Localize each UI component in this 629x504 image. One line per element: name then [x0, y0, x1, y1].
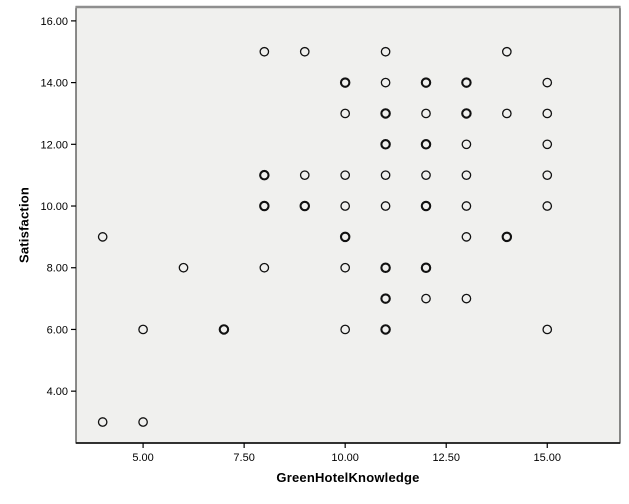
- data-point: [380, 77, 391, 88]
- y-tick-label: 6.00: [47, 324, 68, 336]
- data-point: [420, 262, 432, 273]
- data-point: [421, 108, 431, 119]
- data-point: [461, 201, 472, 211]
- data-point: [339, 77, 351, 88]
- data-point: [461, 139, 472, 150]
- plot-area-frame: [75, 6, 621, 444]
- data-point: [299, 200, 311, 212]
- data-point: [340, 262, 351, 273]
- data-point: [380, 108, 391, 119]
- data-point: [542, 201, 553, 211]
- data-point: [259, 200, 270, 212]
- data-point: [380, 139, 391, 150]
- y-tick-label: 4.00: [47, 386, 68, 398]
- data-point: [380, 170, 391, 181]
- y-tick-label: 12.00: [40, 139, 68, 151]
- x-tick-label: 12.50: [432, 452, 460, 464]
- data-point: [542, 324, 553, 335]
- data-point: [259, 46, 270, 57]
- data-point: [380, 46, 391, 57]
- data-point: [420, 77, 432, 88]
- data-point: [340, 201, 351, 211]
- x-tick-label: 5.00: [132, 452, 153, 464]
- data-point: [420, 200, 432, 212]
- data-point: [542, 108, 553, 119]
- data-point: [340, 170, 351, 181]
- data-point: [380, 324, 391, 335]
- y-tick-label: 14.00: [40, 78, 68, 90]
- data-point: [421, 293, 431, 304]
- data-point: [97, 417, 108, 427]
- x-tick-label: 15.00: [533, 452, 561, 464]
- data-point: [380, 201, 391, 211]
- data-point: [501, 108, 512, 119]
- data-point: [501, 231, 513, 243]
- y-axis-title: Satisfaction: [16, 186, 32, 264]
- data-point: [461, 77, 472, 88]
- data-point: [461, 232, 472, 242]
- x-axis-title: GreenHotelKnowledge: [276, 470, 420, 485]
- data-point: [340, 108, 351, 119]
- data-point: [299, 46, 310, 57]
- data-point: [421, 170, 431, 181]
- data-point: [542, 139, 553, 150]
- y-tick-label: 16.00: [40, 16, 68, 28]
- data-point: [299, 170, 310, 181]
- data-point: [501, 46, 512, 57]
- y-tick-label: 10.00: [40, 201, 68, 213]
- data-point: [461, 293, 472, 304]
- data-point: [420, 139, 432, 150]
- data-point: [380, 262, 391, 273]
- x-tick-label: 10.00: [331, 452, 359, 464]
- data-point: [138, 324, 148, 335]
- data-point: [542, 170, 553, 181]
- data-point: [339, 231, 351, 243]
- data-point: [380, 293, 391, 304]
- data-point: [461, 108, 472, 119]
- data-point: [138, 417, 148, 427]
- data-point: [461, 170, 472, 181]
- data-point: [259, 262, 270, 273]
- data-point: [218, 324, 230, 335]
- y-tick-label: 8.00: [47, 263, 68, 275]
- data-point: [178, 262, 189, 273]
- data-point: [542, 77, 553, 88]
- data-point: [259, 169, 270, 181]
- data-point: [97, 232, 108, 242]
- data-point: [340, 324, 351, 335]
- x-tick-label: 7.50: [233, 452, 254, 464]
